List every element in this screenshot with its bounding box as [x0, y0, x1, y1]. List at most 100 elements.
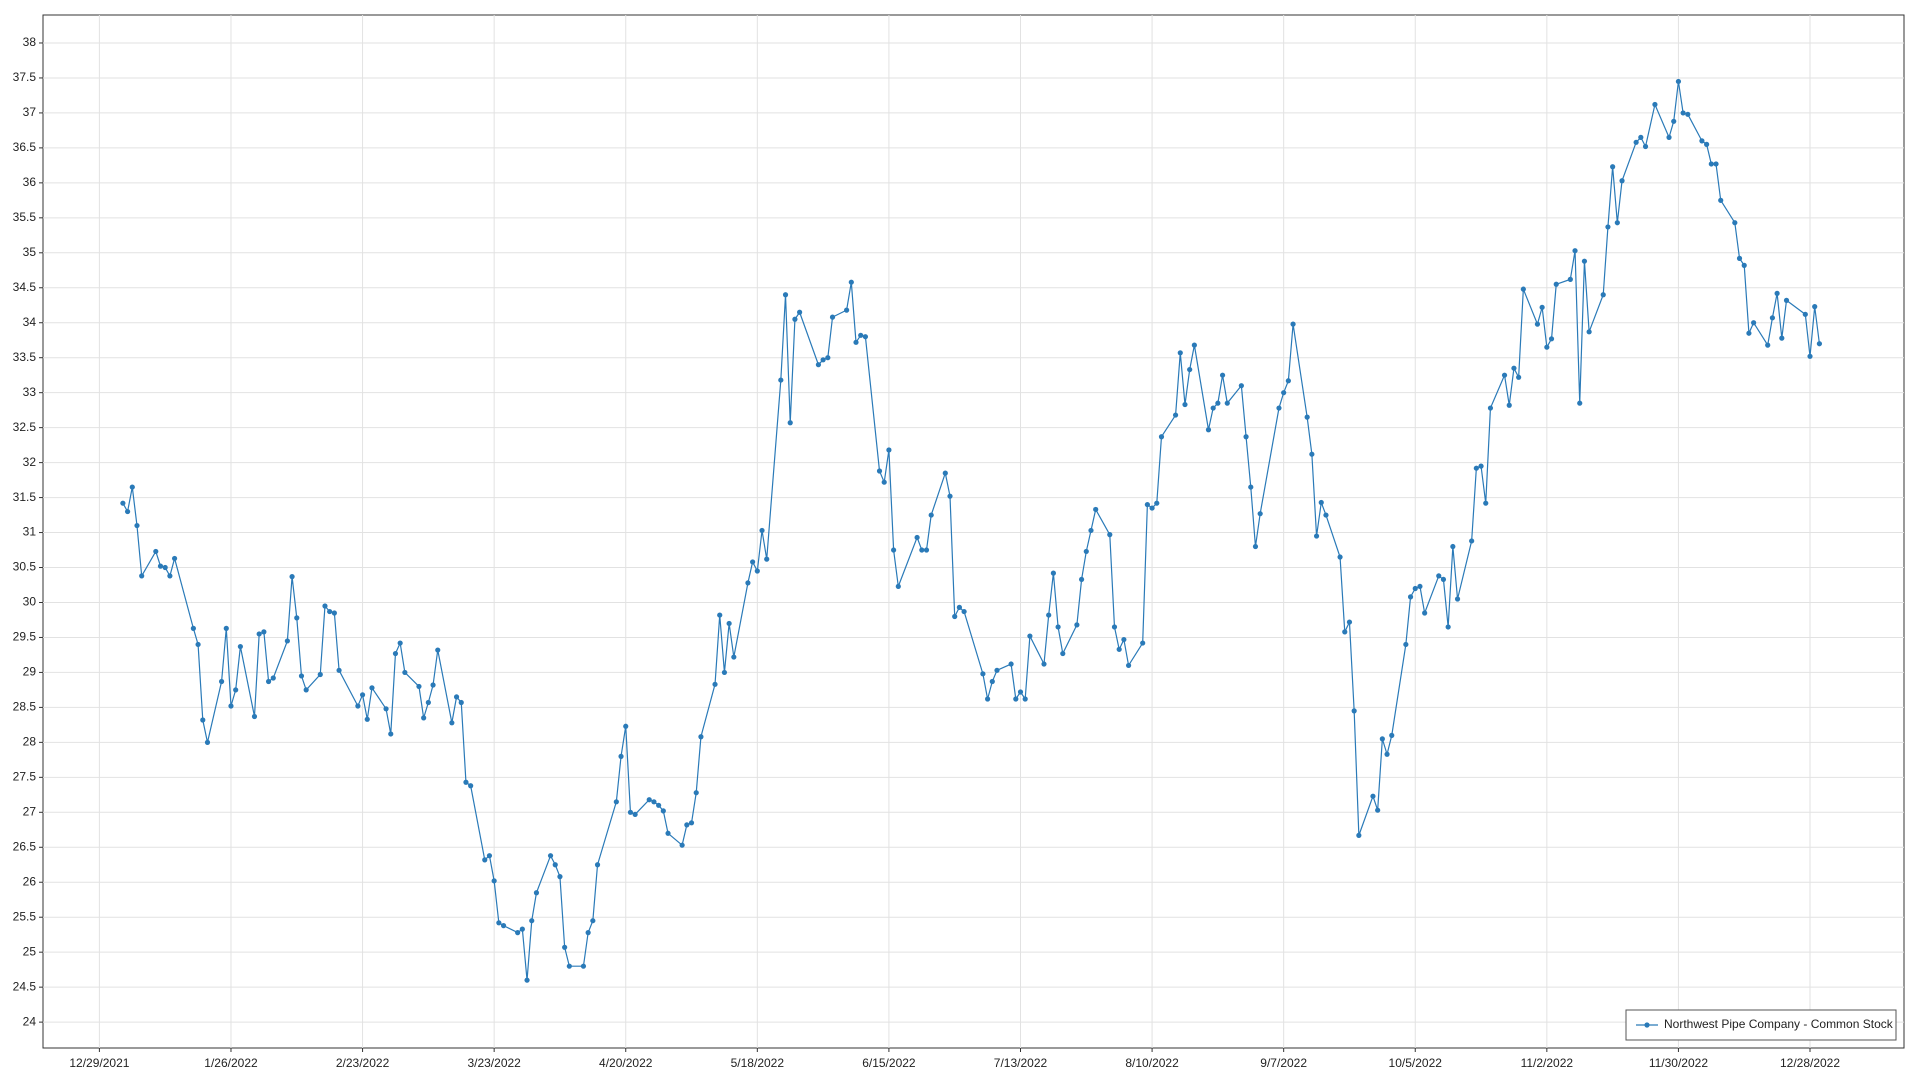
- data-point: [792, 316, 798, 322]
- data-point: [952, 613, 958, 620]
- y-tick-label: 37: [23, 105, 37, 119]
- x-tick-label: 7/13/2022: [994, 1056, 1048, 1070]
- data-point: [421, 715, 427, 721]
- data-point: [797, 309, 803, 315]
- data-point: [1807, 353, 1813, 359]
- data-point: [1285, 378, 1291, 384]
- data-point: [585, 930, 591, 936]
- data-point: [881, 479, 887, 485]
- data-point: [468, 783, 474, 789]
- data-point: [1172, 412, 1179, 418]
- y-tick-label: 35.5: [13, 210, 37, 224]
- y-tick-label: 33.5: [13, 350, 37, 364]
- data-point: [1290, 321, 1296, 327]
- y-tick-label: 24.5: [13, 979, 37, 993]
- data-point: [1478, 463, 1484, 469]
- data-point: [1746, 330, 1752, 336]
- data-point: [1140, 640, 1146, 646]
- data-point: [1013, 696, 1019, 702]
- data-point: [1487, 405, 1494, 411]
- data-point: [1074, 622, 1080, 628]
- data-point: [1088, 527, 1094, 534]
- data-point: [1219, 372, 1226, 378]
- data-point: [1407, 594, 1414, 600]
- data-point: [1445, 624, 1451, 630]
- y-tick-label: 35: [23, 245, 37, 259]
- data-point: [364, 716, 370, 722]
- data-point: [1473, 465, 1479, 471]
- data-point: [1041, 661, 1047, 667]
- data-point: [721, 669, 728, 676]
- data-point: [134, 522, 140, 529]
- data-point: [1422, 610, 1428, 616]
- data-point: [1318, 499, 1324, 506]
- data-point: [322, 603, 328, 609]
- y-tick-label: 27.5: [13, 770, 37, 784]
- data-point: [331, 610, 337, 616]
- data-point: [1779, 335, 1785, 341]
- data-point: [1436, 573, 1442, 579]
- data-point: [416, 683, 422, 690]
- data-point: [1501, 372, 1508, 378]
- data-point: [580, 963, 587, 969]
- data-point: [1046, 612, 1052, 618]
- data-point: [566, 963, 572, 969]
- data-point: [853, 339, 859, 345]
- data-point: [1520, 286, 1526, 292]
- y-tick-label: 27: [23, 804, 37, 818]
- data-point: [1149, 505, 1155, 511]
- data-point: [594, 862, 601, 868]
- data-point: [1774, 290, 1780, 296]
- data-point: [336, 667, 342, 673]
- data-point: [923, 547, 930, 553]
- data-point: [430, 682, 436, 688]
- y-tick-label: 32: [23, 455, 37, 469]
- data-point: [223, 625, 229, 631]
- data-point: [129, 484, 135, 490]
- data-point: [844, 307, 850, 313]
- data-point: [265, 678, 272, 685]
- data-point: [1078, 576, 1085, 583]
- data-point: [1812, 304, 1818, 310]
- plot-frame: [42, 14, 1905, 1049]
- data-point: [500, 923, 507, 929]
- data-point: [820, 357, 826, 363]
- data-point: [171, 555, 178, 562]
- data-point: [1783, 297, 1790, 303]
- data-point: [1567, 276, 1573, 282]
- data-point: [261, 629, 267, 635]
- data-point: [754, 568, 760, 574]
- data-point: [1732, 220, 1738, 226]
- data-point: [1440, 576, 1447, 583]
- data-point: [712, 681, 718, 687]
- data-point: [228, 703, 234, 709]
- y-tick-label: 29: [23, 665, 37, 679]
- data-point: [195, 641, 201, 648]
- data-point: [317, 671, 323, 678]
- data-point: [891, 547, 897, 553]
- data-point: [1605, 224, 1611, 230]
- data-point: [1548, 336, 1555, 342]
- data-point: [1309, 451, 1315, 457]
- data-point: [1412, 585, 1418, 592]
- data-point: [1215, 400, 1221, 406]
- data-point: [369, 685, 375, 691]
- data-point: [745, 580, 751, 586]
- data-point: [914, 534, 920, 541]
- data-point: [1017, 689, 1024, 695]
- data-point: [1671, 118, 1677, 124]
- data-point: [1083, 548, 1089, 555]
- data-point: [200, 717, 206, 723]
- data-point: [251, 713, 258, 720]
- data-point: [1685, 111, 1691, 117]
- data-point: [1191, 342, 1197, 348]
- data-point: [665, 830, 671, 836]
- data-point: [787, 420, 793, 426]
- data-point: [1610, 164, 1616, 170]
- data-point: [928, 512, 934, 518]
- data-point: [1469, 538, 1475, 544]
- data-point: [1633, 139, 1639, 145]
- data-point: [153, 548, 159, 555]
- data-point: [1389, 732, 1395, 738]
